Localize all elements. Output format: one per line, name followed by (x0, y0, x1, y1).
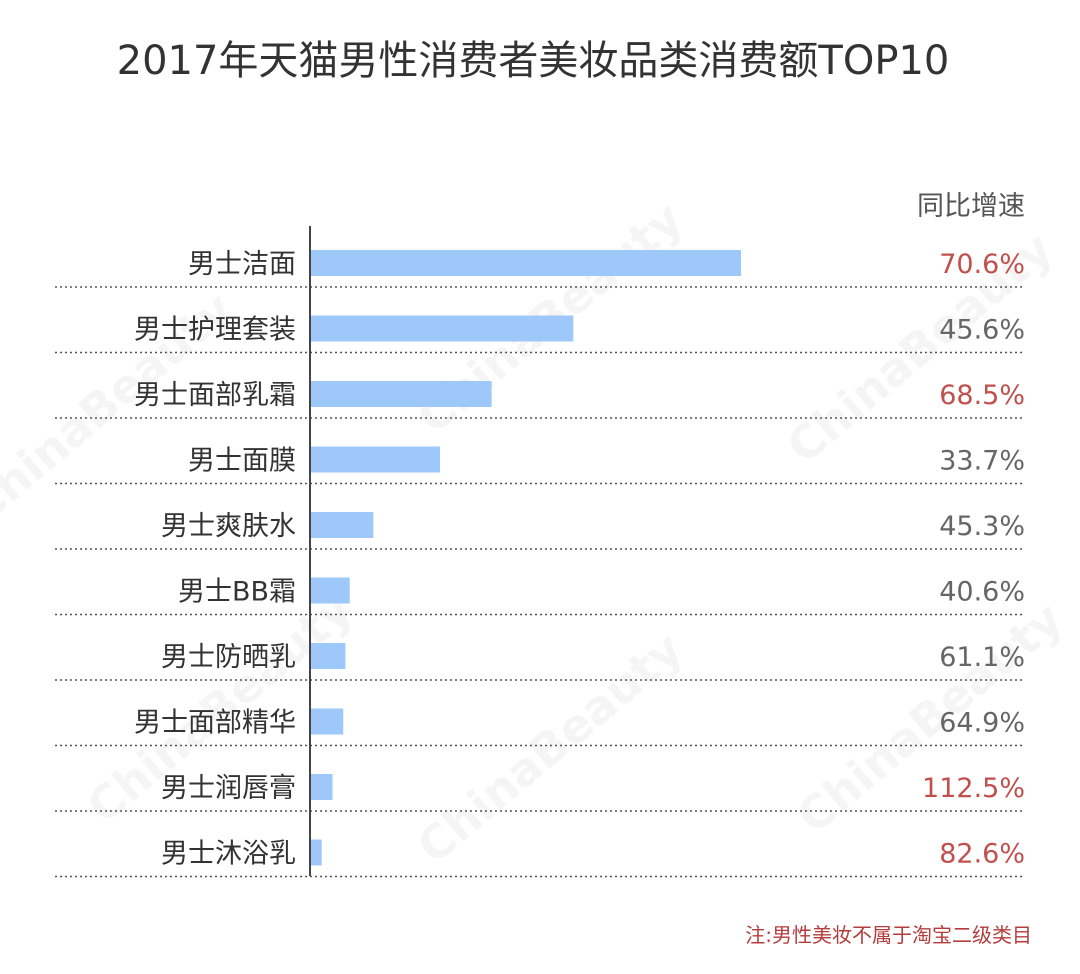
category-label: 男士洁面 (188, 249, 296, 280)
category-label: 男士爽肤水 (161, 511, 296, 542)
bar (311, 250, 741, 276)
category-label: 男士面膜 (188, 446, 296, 477)
bar (311, 512, 374, 538)
bar-row: 男士沐浴乳 82.6% (55, 839, 1025, 878)
watermark-text: ChinaBeauty (407, 622, 693, 874)
bar (311, 643, 346, 669)
bar-row: 男士防晒乳 61.1% (55, 642, 1025, 681)
bar (311, 839, 322, 866)
bar (311, 774, 333, 800)
footnote: 注:男性美妆不属于淘宝二级类目 (745, 923, 1032, 947)
bar-row: 男士润唇膏 112.5% (55, 773, 1025, 812)
category-label: 男士面部精华 (134, 708, 296, 739)
bar-row: 男士爽肤水 45.3% (55, 511, 1025, 550)
bar (311, 577, 350, 604)
watermark-text: ChinaBeauty (787, 592, 1073, 844)
category-label: 男士护理套装 (134, 315, 296, 346)
category-label: 男士防晒乳 (161, 642, 296, 673)
growth-rate-label: 112.5% (922, 773, 1025, 804)
category-label: 男士沐浴乳 (161, 839, 296, 870)
growth-rate-label: 40.6% (939, 577, 1025, 608)
growth-rate-label: 64.9% (939, 708, 1025, 739)
growth-column-header: 同比增速 (917, 191, 1025, 222)
bar-row: 男士洁面 70.6% (55, 249, 1025, 288)
growth-rate-label: 33.7% (939, 446, 1025, 477)
bar (311, 315, 574, 342)
growth-rate-label: 82.6% (939, 839, 1025, 870)
growth-rate-label: 61.1% (939, 642, 1025, 673)
bar (311, 446, 440, 473)
bar-row: 男士面部乳霜 68.5% (55, 380, 1025, 419)
bar-row: 男士面膜 33.7% (55, 446, 1025, 485)
bar (311, 708, 344, 735)
bar-row: 男士面部精华 64.9% (55, 708, 1025, 747)
growth-rate-label: 70.6% (939, 249, 1025, 280)
growth-rate-label: 68.5% (939, 380, 1025, 411)
chart-title: 2017年天猫男性消费者美妆品类消费额TOP10 (117, 38, 950, 84)
bar (311, 381, 492, 407)
growth-rate-label: 45.3% (939, 511, 1025, 542)
category-label: 男士BB霜 (178, 577, 296, 608)
category-label: 男士面部乳霜 (134, 380, 296, 411)
growth-rate-label: 45.6% (939, 315, 1025, 346)
bar-row: 男士护理套装 45.6% (55, 315, 1025, 354)
bar-rows: 男士洁面 70.6% 男士护理套装 45.6% 男士面部乳霜 68.5% 男士面膜 33.7%… (55, 249, 1025, 878)
bar-row: 男士BB霜 40.6% (55, 577, 1025, 616)
category-label: 男士润唇膏 (161, 773, 296, 804)
